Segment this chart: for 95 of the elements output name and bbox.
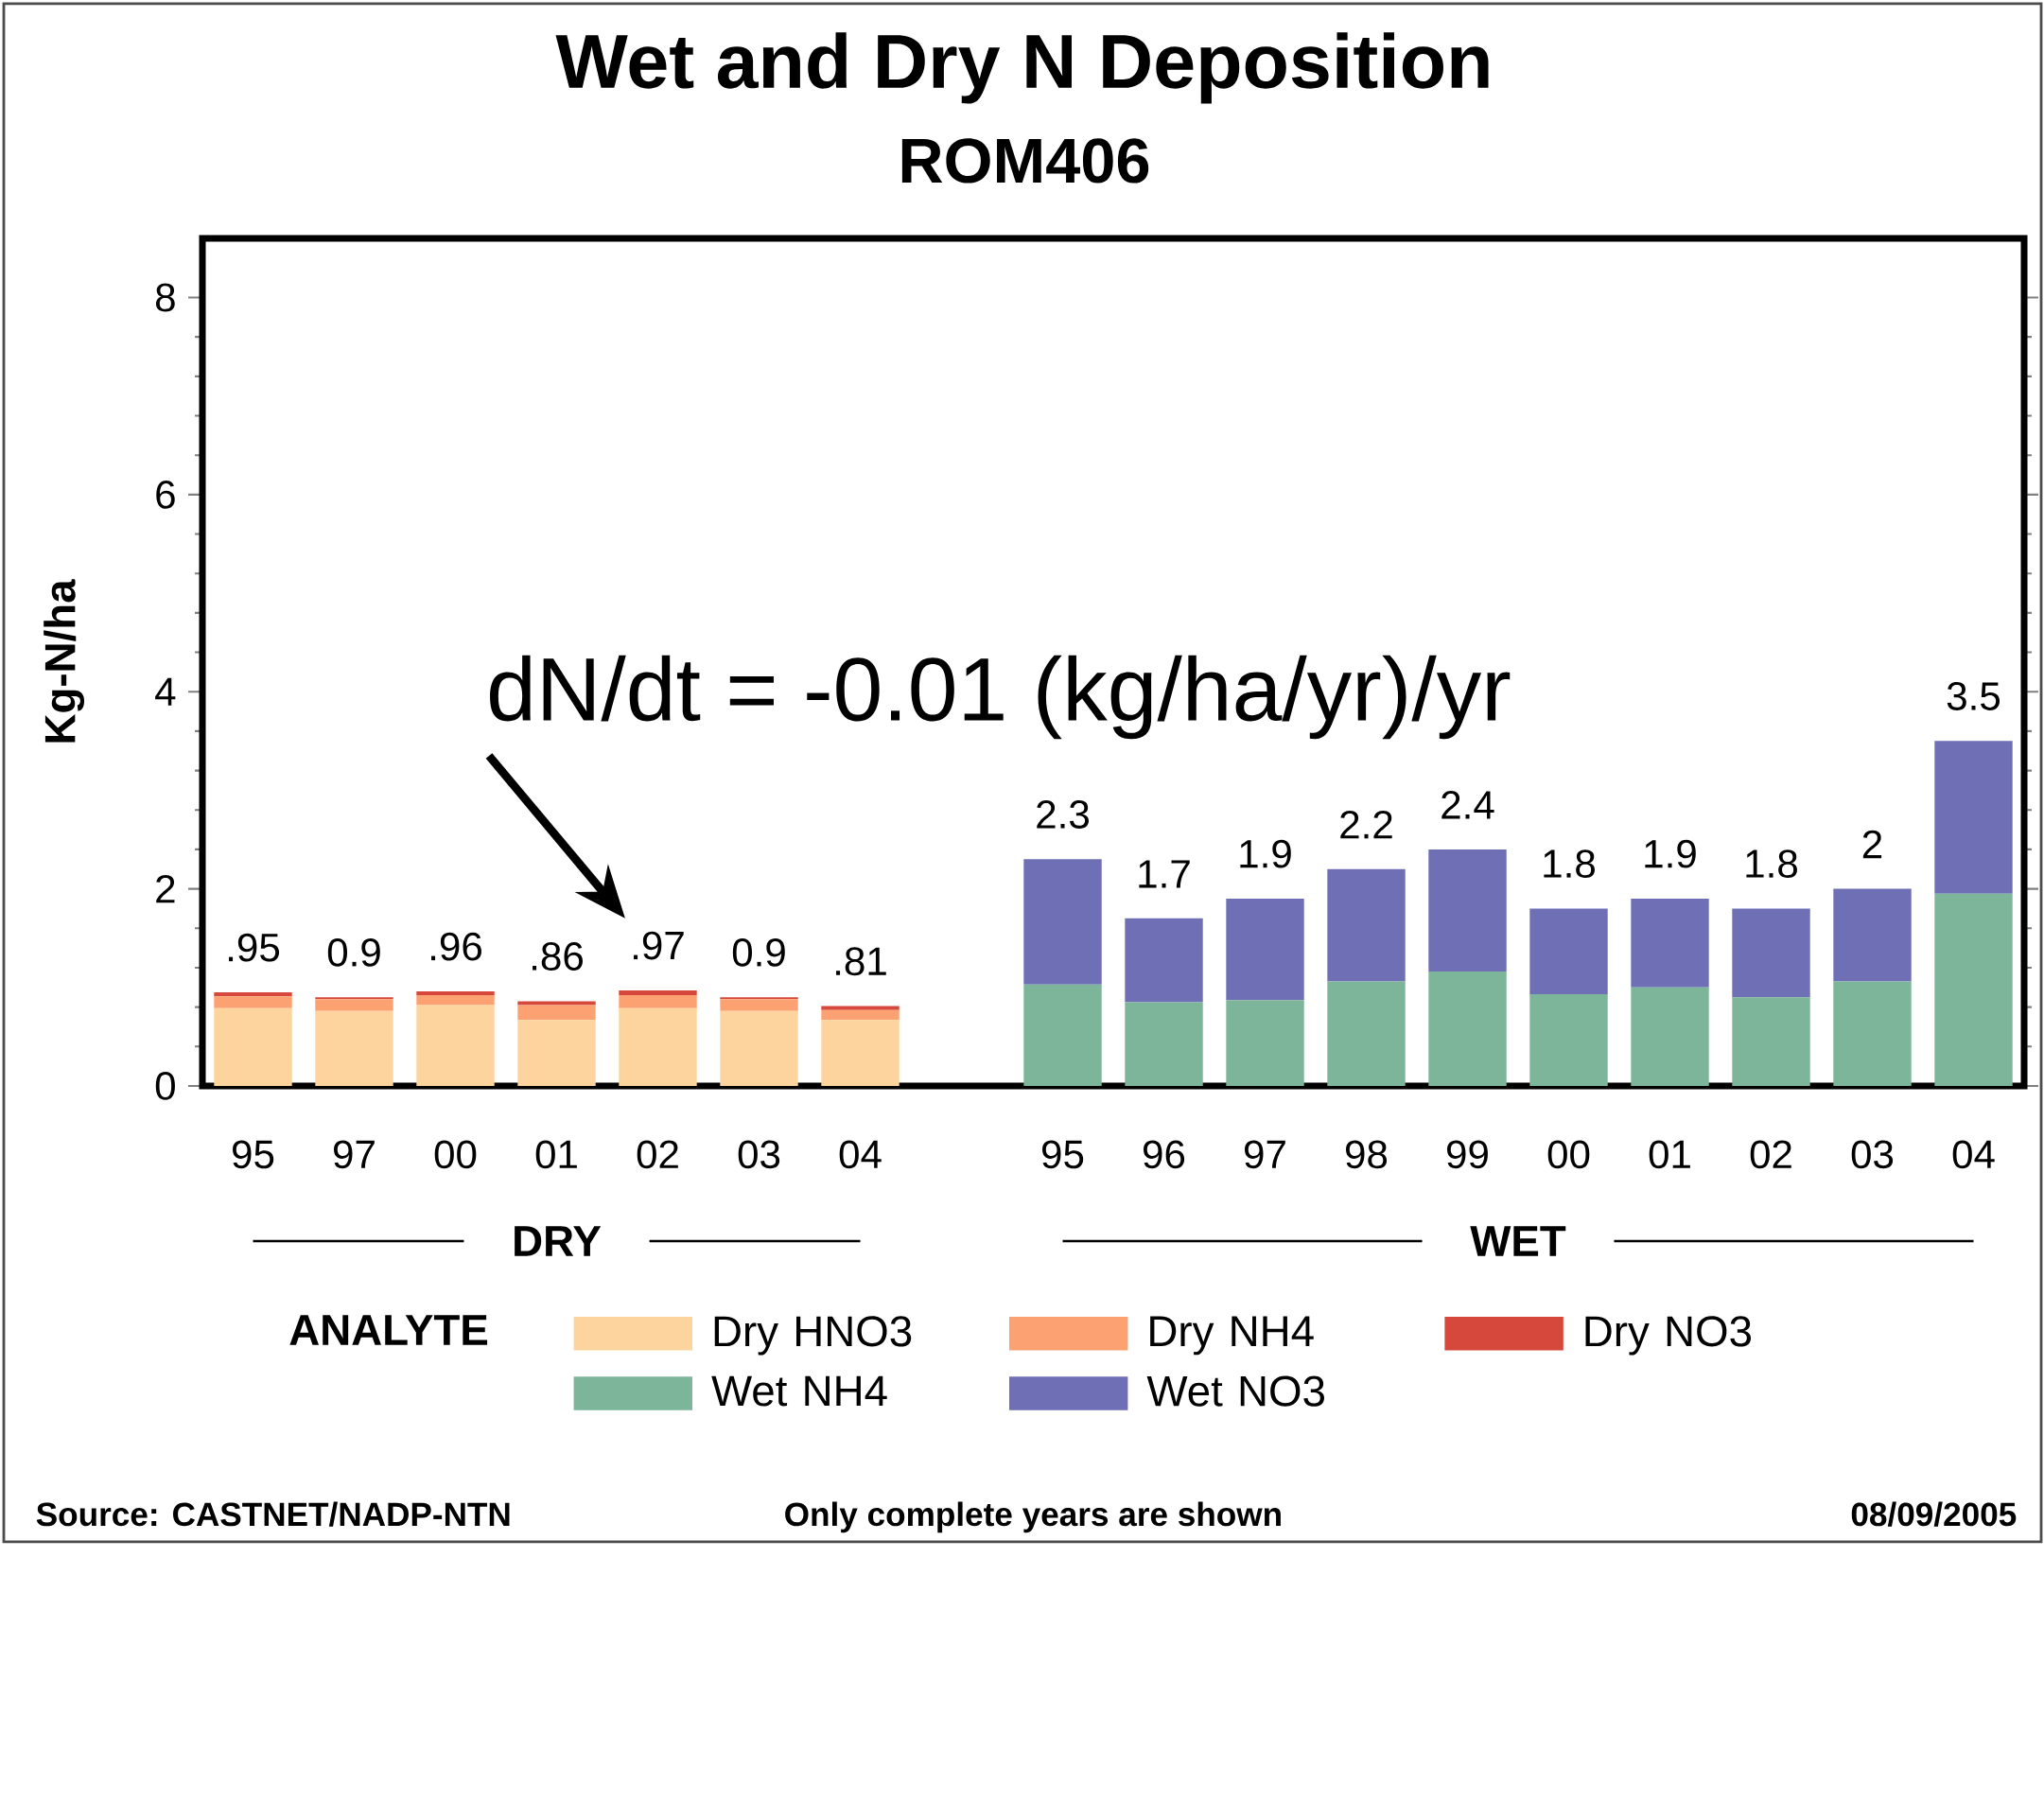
x-tick-label: 96	[1144, 1140, 1185, 1169]
chart-title: Wet and Dry N Deposition	[555, 32, 1489, 104]
bar	[1428, 972, 1507, 1086]
bar	[517, 1001, 596, 1006]
y-tick-label: 6	[156, 480, 175, 509]
legend-label: Dry NH4	[1150, 1316, 1314, 1356]
total-label: .86	[533, 942, 583, 971]
y-tick-label: 8	[155, 283, 175, 312]
legend-label: Dry HNO3	[714, 1316, 912, 1356]
bar	[1327, 868, 1406, 982]
x-tick-label: 97	[334, 1140, 375, 1169]
y-tick-label: 2	[156, 874, 175, 903]
bar	[720, 997, 798, 1000]
total-label: 0.9	[732, 937, 785, 967]
x-tick-label: 04	[839, 1140, 882, 1169]
text: DRY	[515, 1226, 602, 1256]
bar	[1428, 849, 1507, 972]
bar	[214, 1007, 292, 1086]
bar	[1023, 984, 1102, 1086]
total-label: 3.5	[1947, 682, 2000, 710]
bar	[1732, 908, 1810, 998]
bar	[1934, 893, 2013, 1086]
total-label: 2.2	[1340, 810, 1392, 839]
bar	[1226, 1000, 1304, 1086]
total-label: 2.3	[1037, 800, 1089, 829]
source-note: Source: CASTNET/NADP-NTN	[36, 1501, 510, 1527]
bar	[1934, 741, 2013, 894]
x-tick-label: 95	[1042, 1140, 1084, 1169]
bar	[720, 1010, 798, 1086]
bar	[416, 995, 495, 1006]
y-tick-label: 0	[155, 1072, 175, 1100]
bar	[315, 997, 393, 1000]
annotation: dN/dt = -0.01 (kg/ha/yr)/yr	[490, 655, 1511, 740]
bar	[1631, 899, 1709, 988]
x-tick-label: 03	[738, 1140, 780, 1169]
total-label: 1.8	[1746, 849, 1797, 879]
x-tick-label: 98	[1346, 1140, 1388, 1169]
legend-label: Wet NO3	[1146, 1375, 1324, 1407]
bar	[1023, 859, 1102, 985]
y-axis-title: Kg-N/ha	[44, 579, 85, 743]
bar	[1226, 899, 1304, 1001]
total-label: 1.9	[1645, 839, 1696, 868]
total-label: 0.9	[327, 937, 380, 967]
total-label: 1.9	[1240, 839, 1291, 868]
bar	[619, 1007, 697, 1086]
bar	[1833, 981, 1912, 1086]
x-tick-label: 00	[434, 1140, 477, 1169]
x-tick-label: 02	[1750, 1140, 1791, 1169]
bar	[1631, 987, 1709, 1086]
total-label: 2.4	[1441, 791, 1494, 819]
bar	[720, 999, 798, 1011]
text: 08/09/2005	[1851, 1501, 2017, 1527]
bar	[214, 996, 292, 1008]
x-tick-label: 04	[1952, 1140, 1995, 1169]
bar	[1327, 981, 1406, 1086]
bar	[214, 992, 292, 997]
x-tick-label: 95	[233, 1140, 274, 1169]
bar	[1732, 997, 1810, 1086]
bar	[821, 1006, 900, 1010]
bar	[416, 1005, 495, 1086]
bar	[315, 1010, 393, 1086]
bar	[821, 1009, 900, 1021]
bar	[517, 1020, 596, 1086]
bar	[517, 1005, 596, 1021]
bar	[821, 1020, 900, 1086]
bar	[1125, 1002, 1203, 1086]
total-label: 1.8	[1544, 849, 1595, 879]
bar	[416, 990, 495, 996]
y-tick-label: 4	[155, 677, 176, 706]
x-tick-label: 00	[1547, 1140, 1590, 1169]
bar	[1125, 918, 1203, 1003]
chart-subtitle: ROM406	[901, 138, 1149, 184]
total-label: 2	[1862, 830, 1882, 859]
bar	[315, 999, 393, 1011]
text: Only complete years are shown	[785, 1501, 1281, 1533]
bar	[619, 989, 697, 996]
legend-title: ANALYTE	[289, 1315, 488, 1345]
total-label: 1.7	[1139, 860, 1190, 888]
x-tick-label: 02	[637, 1140, 678, 1169]
total-label: .97	[634, 931, 684, 960]
total-label: .95	[229, 933, 280, 962]
total-label: .81	[836, 947, 886, 976]
x-tick-label: 01	[1649, 1140, 1690, 1169]
x-tick-label: 01	[535, 1140, 577, 1169]
bar	[1833, 888, 1912, 982]
bar	[1529, 908, 1608, 995]
x-tick-label: 97	[1245, 1140, 1285, 1169]
text: WET	[1470, 1226, 1566, 1256]
legend-label: Dry NO3	[1585, 1316, 1752, 1356]
x-tick-label: 03	[1851, 1140, 1894, 1169]
bar	[619, 995, 697, 1008]
total-label: .96	[431, 932, 481, 961]
x-tick-label: 99	[1447, 1140, 1488, 1169]
bar	[1529, 994, 1608, 1086]
legend-label: Wet NH4	[711, 1375, 887, 1407]
